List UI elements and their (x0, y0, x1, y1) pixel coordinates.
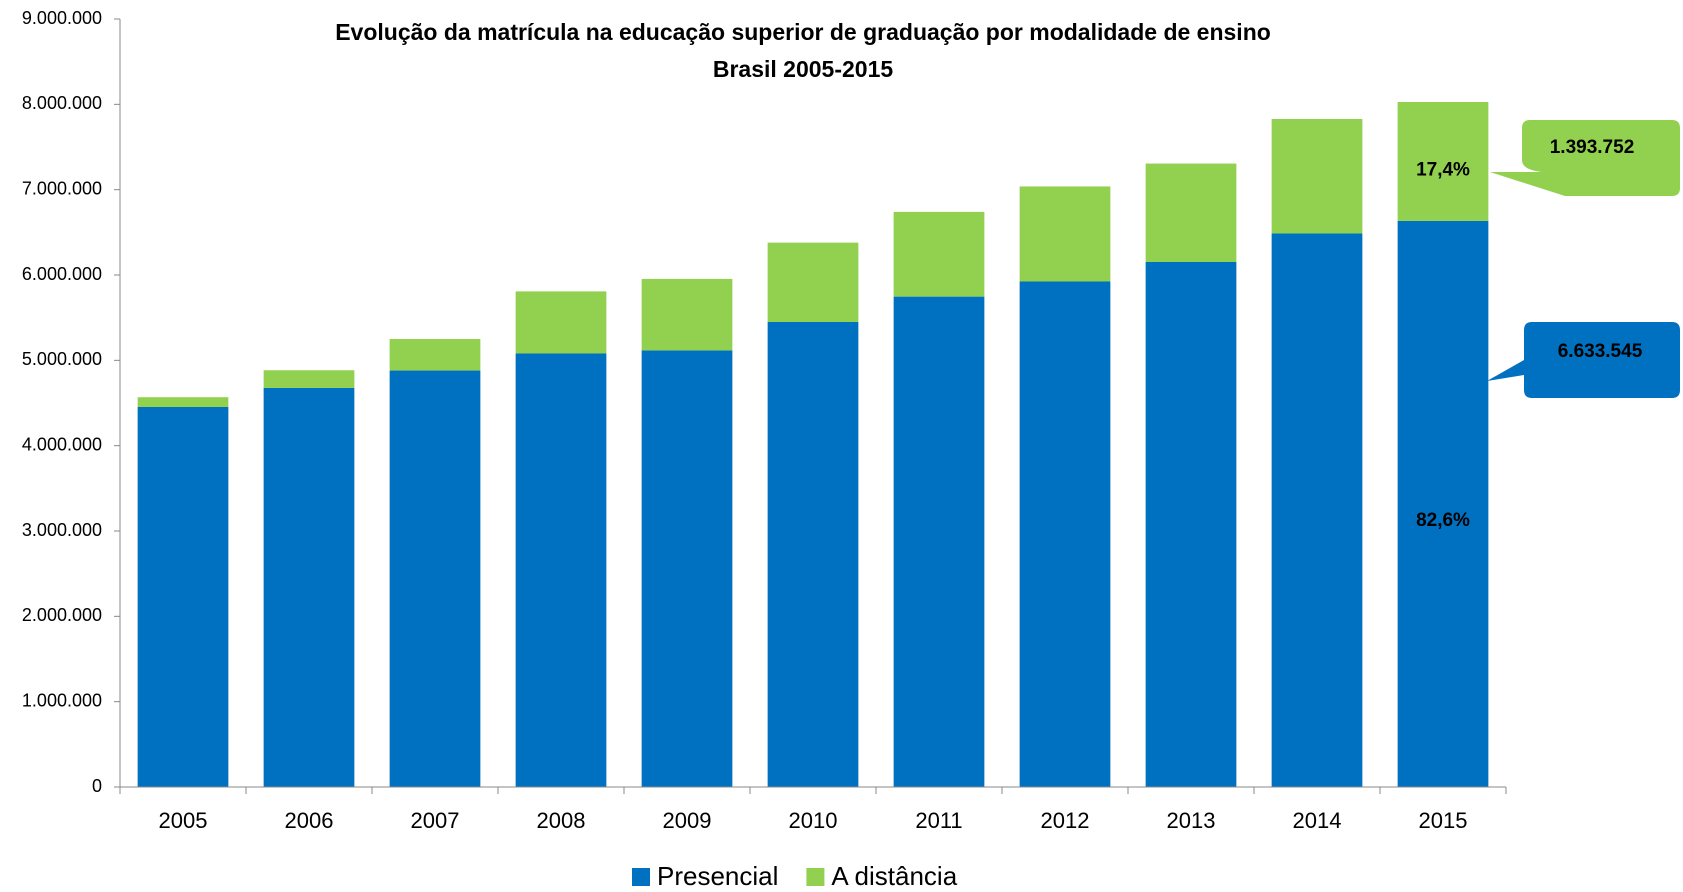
bar-segment (893, 296, 985, 787)
y-tick-label: 6.000.000 (22, 264, 102, 284)
share-label: 17,4% (1416, 159, 1470, 180)
bar-segment (893, 211, 985, 297)
y-tick-label: 2.000.000 (22, 605, 102, 625)
x-tick-label: 2006 (285, 808, 334, 833)
bar-segment (767, 242, 859, 323)
y-tick-label: 5.000.000 (22, 349, 102, 369)
x-tick-label: 2015 (1419, 808, 1468, 833)
legend-label: A distância (831, 861, 957, 891)
bar-segment (263, 370, 355, 388)
y-tick-label: 0 (92, 776, 102, 796)
x-tick-label: 2010 (789, 808, 838, 833)
callout-presencial-label: 6.633.545 (1558, 341, 1643, 362)
chart-subtitle: Brasil 2005-2015 (713, 56, 894, 82)
y-tick-label: 8.000.000 (22, 93, 102, 113)
bar-segment (1145, 261, 1237, 788)
bar-segment (1019, 186, 1111, 282)
chart-title: Evolução da matrícula na educação superi… (335, 19, 1271, 45)
legend-swatch (806, 868, 825, 886)
bar-segment (1019, 281, 1111, 787)
bar-segment (515, 291, 607, 354)
bar-segment (1145, 163, 1237, 262)
bar-segment (641, 278, 733, 351)
callout-distancia (1490, 120, 1680, 196)
x-tick-label: 2008 (537, 808, 586, 833)
bar-segment (263, 387, 355, 787)
bar-segment (137, 397, 229, 407)
x-tick-label: 2009 (663, 808, 712, 833)
legend-swatch (632, 868, 650, 886)
y-tick-label: 4.000.000 (22, 434, 102, 454)
bar-segment (1397, 102, 1489, 221)
bar-segment (1271, 119, 1363, 234)
bar-segment (389, 370, 481, 787)
bar-segment (1397, 220, 1489, 787)
y-tick-label: 9.000.000 (22, 8, 102, 28)
y-tick-label: 7.000.000 (22, 178, 102, 198)
bar-segment (641, 350, 733, 787)
bar-segment (515, 353, 607, 787)
callout-presencial (1487, 322, 1680, 398)
x-tick-label: 2007 (411, 808, 460, 833)
x-tick-label: 2012 (1041, 808, 1090, 833)
callout-distancia-label: 1.393.752 (1550, 137, 1635, 158)
x-tick-label: 2014 (1293, 808, 1342, 833)
bar-segment (767, 322, 859, 787)
y-tick-label: 1.000.000 (22, 690, 102, 710)
x-tick-label: 2005 (159, 808, 208, 833)
bar-segment (1271, 233, 1363, 787)
y-tick-label: 3.000.000 (22, 520, 102, 540)
x-tick-label: 2013 (1167, 808, 1216, 833)
share-label: 82,6% (1416, 510, 1470, 531)
bar-segment (137, 406, 229, 787)
bar-segment (389, 338, 481, 371)
legend-label: Presencial (657, 861, 778, 891)
x-tick-label: 2011 (915, 808, 962, 833)
